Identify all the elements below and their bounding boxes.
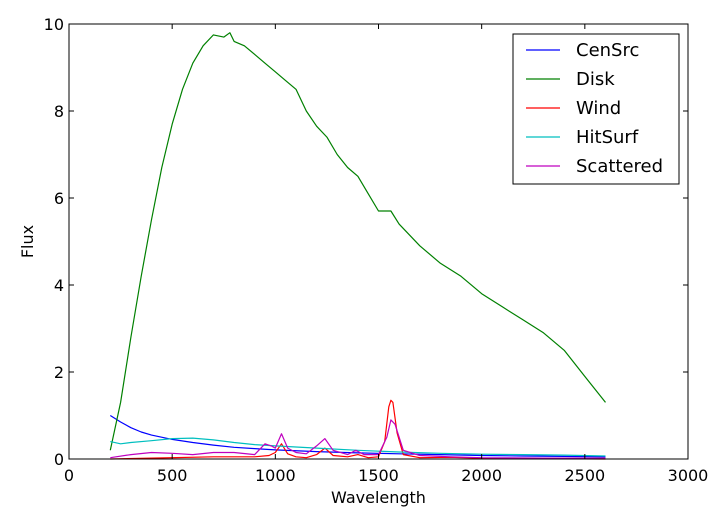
ticks-layer [68,23,689,460]
x-tick-label: 2000 [461,466,502,485]
x-axis-label: Wavelength [331,488,426,507]
series-line-scattered [110,419,606,459]
y-tick-label: 0 [54,450,64,469]
legend-label-disk: Disk [576,69,615,90]
x-tick-label: 3000 [668,466,709,485]
y-tick-label: 6 [54,189,64,208]
series-line-hitsurf [110,437,606,457]
legend-label-wind: Wind [576,98,621,119]
x-tick-label: 2500 [564,466,605,485]
y-tick-label: 10 [44,15,64,34]
series-line-wind [110,399,606,460]
y-tick-label: 8 [54,102,64,121]
series-line-disk [109,32,606,451]
y-tick-label: 2 [54,363,64,382]
x-tick-label: 0 [64,466,74,485]
legend: CenSrc Disk Wind HitSurf Scattered [512,33,680,185]
tick-labels: 0 500 1000 1500 2000 2500 3000 0 2 4 6 8 10 [44,15,709,485]
y-axis-label: Flux [18,225,37,258]
legend-box [512,33,680,185]
legend-entries: CenSrc Disk Wind HitSurf Scattered [526,40,663,177]
legend-label-scattered: Scattered [576,156,663,177]
x-tick-label: 1000 [255,466,296,485]
legend-label-hitsurf: HitSurf [576,127,639,148]
x-tick-label: 500 [157,466,188,485]
legend-label-censrc: CenSrc [576,40,639,61]
x-tick-label: 1500 [358,466,399,485]
y-tick-label: 4 [54,276,64,295]
